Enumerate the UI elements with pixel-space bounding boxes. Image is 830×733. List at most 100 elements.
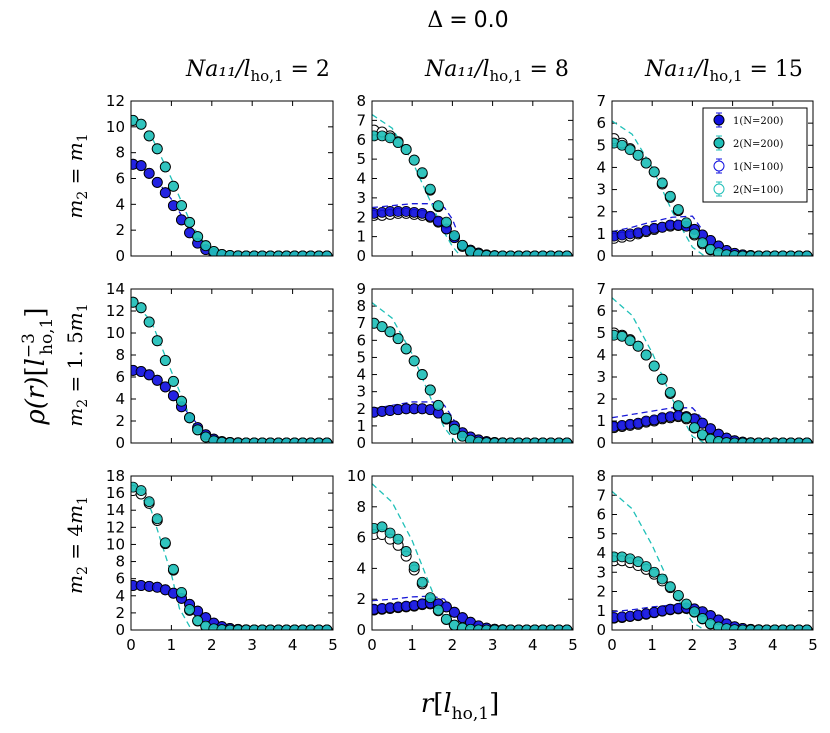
point-2N200 bbox=[801, 624, 813, 630]
panel-r1-c3: 0 1 2 3 4 5 6 7 bbox=[596, 92, 814, 265]
y-tick-label: 4 bbox=[596, 158, 606, 176]
point-2N200 bbox=[545, 437, 557, 443]
y-axis-label: ρ(r)[l−3ho,1] bbox=[19, 307, 57, 425]
point-2N200 bbox=[131, 296, 139, 308]
point-2N200 bbox=[248, 437, 260, 443]
point-2N200 bbox=[400, 343, 412, 355]
point-2N200 bbox=[632, 556, 644, 568]
point-2N200 bbox=[497, 624, 509, 630]
x-tick-label: 3 bbox=[247, 636, 257, 654]
point-2N200 bbox=[513, 624, 525, 630]
x-tick-label: 4 bbox=[288, 636, 298, 654]
y-tick-label: 7 bbox=[596, 486, 606, 504]
point-1N200 bbox=[151, 176, 163, 188]
y-tick-label: 2 bbox=[596, 390, 606, 408]
y-tick-label: 7 bbox=[596, 92, 606, 110]
point-2N200 bbox=[761, 624, 773, 630]
point-2N200 bbox=[400, 144, 412, 155]
point-2N200 bbox=[489, 624, 501, 630]
point-2N200 bbox=[505, 624, 517, 630]
axes-frame bbox=[130, 288, 334, 444]
point-2N200 bbox=[392, 333, 404, 345]
x-tick-label: 2 bbox=[448, 636, 458, 654]
y-tick-label: 5 bbox=[596, 136, 606, 154]
y-tick-label: 1 bbox=[596, 412, 606, 430]
point-2N200 bbox=[640, 349, 652, 361]
point-2N200 bbox=[753, 437, 765, 443]
point-2N200 bbox=[192, 615, 204, 626]
curve-dash2 bbox=[372, 483, 453, 630]
point-2N200 bbox=[416, 167, 428, 179]
point-2N200 bbox=[545, 250, 557, 256]
point-2N200 bbox=[769, 624, 781, 630]
point-2N200 bbox=[440, 613, 452, 625]
point-2N200 bbox=[176, 200, 187, 212]
point-2N200 bbox=[273, 250, 284, 256]
point-2N200 bbox=[159, 537, 171, 549]
x-tick-label: 2 bbox=[207, 636, 217, 654]
point-2N200 bbox=[664, 581, 676, 593]
y-tick-label: 0 bbox=[356, 434, 366, 452]
point-2N200 bbox=[135, 118, 147, 130]
point-2N200 bbox=[184, 217, 195, 228]
point-2N200 bbox=[777, 250, 789, 256]
y-tick-label: 4 bbox=[596, 346, 606, 364]
point-2N200 bbox=[297, 624, 309, 630]
y-tick-label: 4 bbox=[356, 170, 366, 188]
point-2N200 bbox=[313, 624, 325, 630]
point-2N200 bbox=[737, 437, 749, 443]
y-tick-label: 1 bbox=[596, 602, 606, 620]
legend-label: 1(N=100) bbox=[733, 162, 783, 173]
y-tick-label: 6 bbox=[115, 368, 125, 386]
point-2N200 bbox=[632, 149, 644, 161]
y-tick-label: 3 bbox=[596, 368, 606, 386]
point-2N200 bbox=[392, 137, 404, 149]
y-tick-label: 9 bbox=[356, 280, 366, 298]
point-2N200 bbox=[457, 239, 468, 251]
axes-frame bbox=[611, 100, 814, 257]
point-2N200 bbox=[497, 437, 509, 443]
axes-frame bbox=[371, 288, 574, 444]
point-1N200 bbox=[159, 187, 171, 199]
y-tick-label: 8 bbox=[356, 498, 366, 516]
x-tick-label: 2 bbox=[688, 636, 698, 654]
point-2N200 bbox=[624, 144, 636, 156]
y-tick-label: 0 bbox=[596, 434, 606, 452]
y-tick-label: 4 bbox=[596, 544, 606, 562]
legend-marker bbox=[713, 114, 725, 126]
y-tick-label: 8 bbox=[115, 346, 125, 364]
x-tick-label: 5 bbox=[568, 636, 578, 654]
x-tick-label: 5 bbox=[808, 636, 818, 654]
point-2N200 bbox=[400, 546, 412, 557]
point-1N200 bbox=[159, 381, 171, 393]
curve-dash1 bbox=[372, 401, 466, 440]
point-2N200 bbox=[689, 606, 700, 618]
y-tick-label: 14 bbox=[106, 501, 125, 519]
point-2N200 bbox=[656, 373, 668, 385]
point-2N200 bbox=[264, 624, 276, 630]
point-2N200 bbox=[664, 386, 676, 398]
point-2N200 bbox=[648, 360, 660, 372]
point-2N200 bbox=[264, 250, 276, 256]
point-2N200 bbox=[151, 335, 163, 347]
point-2N200 bbox=[545, 624, 557, 630]
point-2N200 bbox=[184, 412, 195, 424]
point-2N200 bbox=[745, 624, 757, 630]
y-tick-label: 2 bbox=[356, 400, 366, 418]
point-2N200 bbox=[248, 250, 260, 256]
x-tick-label: 4 bbox=[528, 636, 538, 654]
point-2N200 bbox=[497, 250, 509, 256]
point-2N200 bbox=[408, 355, 420, 367]
point-2N200 bbox=[632, 340, 644, 352]
point-2N200 bbox=[168, 563, 179, 575]
point-2N200 bbox=[680, 412, 692, 424]
point-2N200 bbox=[785, 624, 797, 630]
y-tick-label: 0 bbox=[596, 247, 606, 265]
y-tick-label: 4 bbox=[115, 587, 125, 605]
axes-frame bbox=[130, 475, 334, 631]
point-1N200 bbox=[143, 167, 155, 179]
y-tick-label: 4 bbox=[356, 366, 366, 384]
y-tick-label: 12 bbox=[106, 92, 125, 110]
